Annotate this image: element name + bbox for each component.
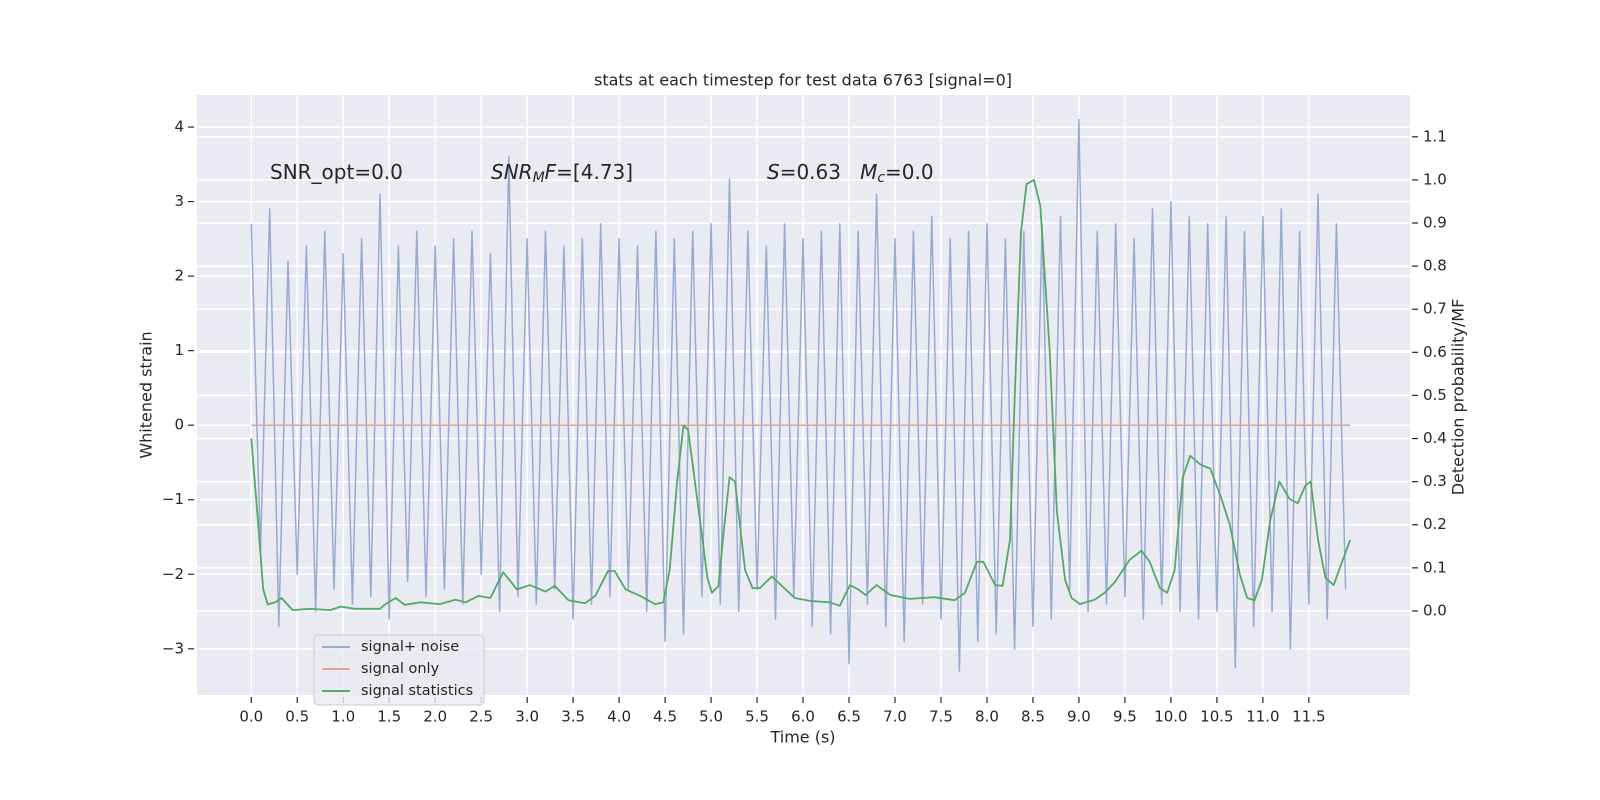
y-tick-label: −2 — [162, 565, 184, 583]
y2-tick-label: 0.8 — [1423, 257, 1447, 275]
y2-tick-label: 1.1 — [1423, 127, 1447, 145]
y-tick-label: −3 — [162, 639, 184, 657]
x-tick-label: 0.0 — [239, 708, 263, 726]
x-tick-label: 7.0 — [883, 708, 907, 726]
y-tick-label: 0 — [174, 416, 184, 434]
legend-label: signal+ noise — [361, 639, 459, 655]
series-line — [250, 179, 1352, 611]
y-tick-label: −1 — [162, 490, 184, 508]
x-tick-label: 10.5 — [1200, 708, 1233, 726]
x-tick-label: 9.5 — [1113, 708, 1137, 726]
y2-tick-label: 0.4 — [1423, 429, 1447, 447]
y2-tick-label: 0.1 — [1423, 558, 1447, 576]
x-tick-label: 4.0 — [607, 708, 631, 726]
annotation-part: c — [877, 170, 885, 186]
y2-tick-label: 0.3 — [1423, 472, 1447, 490]
y2-tick-label: 0.9 — [1423, 214, 1447, 232]
annotation-part: M — [860, 160, 877, 184]
y2-axis-label: Detection probability/MF — [1449, 299, 1468, 496]
y2-tick-label: 0.7 — [1423, 300, 1447, 318]
x-tick-label: 1.0 — [331, 708, 355, 726]
x-tick-label: 6.0 — [791, 708, 815, 726]
legend: signal+ noise signal only signal statistic… — [313, 634, 485, 706]
x-tick-label: 9.0 — [1067, 708, 1091, 726]
x-tick-label: 5.5 — [745, 708, 769, 726]
x-axis-label: Time (s) — [769, 728, 835, 747]
x-tick-label: 2.5 — [469, 708, 493, 726]
y2-tick-label: 0.2 — [1423, 515, 1447, 533]
x-tick-label: 8.0 — [975, 708, 999, 726]
x-tick-label: 4.5 — [653, 708, 677, 726]
y-tick-label: 2 — [174, 267, 184, 285]
x-tick-label: 2.0 — [423, 708, 447, 726]
x-tick-label: 0.5 — [285, 708, 309, 726]
y-tick-label: 1 — [174, 341, 184, 359]
annotation-part: F — [545, 160, 557, 184]
annotation: SNRMF=[4.73] — [491, 160, 633, 187]
annotation: SNR_opt=0.0 — [270, 160, 403, 184]
x-tick-label: 11.0 — [1246, 708, 1279, 726]
annotation: S=0.63 Mc=0.0 — [767, 160, 934, 187]
x-tick-label: 3.5 — [561, 708, 585, 726]
x-tick-label: 3.0 — [515, 708, 539, 726]
x-tick-label: 1.5 — [377, 708, 401, 726]
axes: −3 −2 −1 0 1 2 3 4 0.0 0.1 0.2 0.3 0.4 0.5 0.6 0.7 0.8 0.… — [162, 118, 1447, 726]
x-tick-label: 10.0 — [1154, 708, 1187, 726]
annotation-part: S — [767, 160, 780, 184]
series-line — [250, 118, 1347, 672]
x-tick-label: 6.5 — [837, 708, 861, 726]
marks — [250, 118, 1352, 672]
chart-title: stats at each timestep for test data 676… — [594, 71, 1012, 90]
legend-label: signal statistics — [361, 683, 473, 699]
x-tick-label: 7.5 — [929, 708, 953, 726]
annotation-part: M — [533, 170, 545, 186]
annotation-part: =[4.73] — [556, 160, 633, 184]
y-axis-label: Whitened strain — [137, 331, 156, 458]
legend-label: signal only — [361, 661, 440, 677]
legend-box — [313, 634, 485, 706]
y2-tick-label: 0.0 — [1423, 601, 1447, 619]
x-tick-label: 11.5 — [1292, 708, 1325, 726]
y2-tick-label: 0.5 — [1423, 386, 1447, 404]
x-tick-label: 5.0 — [699, 708, 723, 726]
annotations: SNR_opt=0.0 SNRMF=[4.73] S=0.63 Mc=0.0 — [270, 160, 934, 187]
y2-tick-label: 0.6 — [1423, 343, 1447, 361]
annotation-part: SNR_opt=0.0 — [270, 160, 403, 184]
y-tick-label: 4 — [174, 118, 184, 136]
annotation-part: SNR — [491, 160, 533, 184]
x-tick-label: 8.5 — [1021, 708, 1045, 726]
annotation-part: =0.63 — [780, 160, 860, 184]
annotation-part: =0.0 — [885, 160, 934, 184]
y2-tick-label: 1.0 — [1423, 170, 1447, 188]
y-tick-label: 3 — [174, 192, 184, 210]
